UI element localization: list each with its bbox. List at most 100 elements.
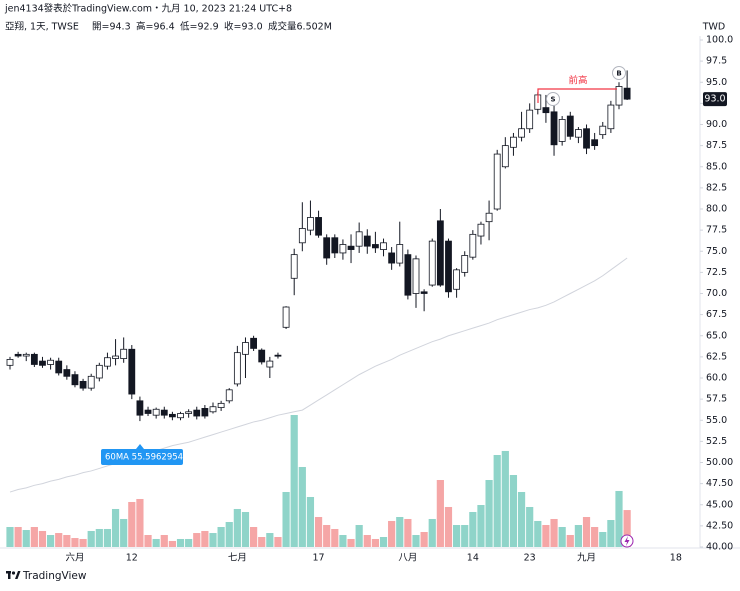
candle-body — [445, 240, 452, 293]
candle-body — [6, 359, 14, 366]
volume-bar — [501, 450, 509, 547]
volume-bar — [152, 538, 160, 547]
candle-body — [71, 374, 79, 386]
volume-bar — [241, 511, 250, 547]
candle-body — [112, 355, 119, 359]
candle-body — [591, 139, 599, 147]
candle-body — [485, 212, 493, 223]
candle-body — [242, 342, 249, 355]
candle-body — [453, 269, 461, 290]
y-tick-label: 75.0 — [706, 246, 727, 257]
prev-high-line — [537, 88, 617, 104]
candle-body — [104, 357, 111, 367]
candle-body — [95, 364, 103, 379]
candle-body — [217, 402, 225, 408]
y-tick-label: 90.0 — [706, 119, 727, 130]
ma-label: 60MA 55.59629543 — [105, 453, 188, 463]
ohlcv-value: 成交量6.502M — [268, 21, 332, 33]
signal-marker — [546, 92, 560, 106]
volume-bar — [469, 511, 477, 547]
candle-body — [55, 360, 63, 374]
volume-bar — [282, 491, 290, 547]
x-tick-label: 八月 — [398, 553, 417, 564]
y-tick-label: 50.00 — [706, 457, 733, 468]
volume-bar — [591, 526, 599, 547]
volume-bar — [225, 521, 233, 547]
candle-body — [209, 406, 217, 413]
volume-bar — [453, 525, 461, 547]
volume-bar — [95, 528, 103, 547]
volume-bar — [298, 466, 306, 547]
volume-bar — [30, 526, 38, 547]
ma-label-box — [101, 449, 183, 465]
candle-body — [510, 136, 517, 148]
prev-high-label: 前高 — [568, 75, 587, 87]
volume-bar — [306, 496, 315, 547]
volume-bar — [185, 538, 193, 547]
candle-body — [39, 360, 46, 366]
candle-body — [298, 228, 306, 244]
candle-body — [371, 244, 379, 249]
y-tick-label: 52.5 — [706, 436, 727, 447]
volume-bar — [274, 536, 282, 547]
candle-body — [420, 291, 428, 294]
candle-body — [623, 87, 631, 100]
candle-body — [380, 242, 387, 250]
volume-bar — [388, 520, 396, 547]
volume-bar — [79, 538, 87, 547]
candle-body — [120, 348, 128, 359]
candle-body — [87, 375, 95, 389]
volume-bar — [420, 531, 428, 547]
volume-bar — [22, 530, 30, 547]
y-tick-label: 42.50 — [706, 520, 733, 531]
volume-bar — [534, 520, 542, 547]
volume-bar — [566, 535, 574, 547]
volume-bar — [517, 491, 526, 547]
candle-body — [566, 115, 574, 137]
candle-body — [469, 233, 477, 258]
y-tick-label: 45.00 — [706, 499, 733, 510]
candle-body — [168, 413, 176, 418]
candle-body — [428, 240, 436, 286]
candle-body — [160, 409, 168, 416]
candle-body — [128, 348, 136, 395]
y-tick-label: 65.0 — [706, 330, 727, 341]
last-price-label: 93.0 — [704, 94, 725, 105]
candle-body — [136, 400, 144, 416]
volume-bar — [436, 480, 444, 547]
volume-bar — [355, 525, 363, 547]
volume-bar — [428, 518, 436, 547]
candle-body — [388, 252, 396, 264]
publish-info: jen4134發表於TradingView.com・九月 10, 2023 21… — [4, 3, 292, 15]
x-tick-label: 14 — [467, 553, 479, 564]
volume-bar — [509, 475, 518, 547]
candle-body — [599, 125, 607, 136]
volume-bar — [363, 535, 371, 547]
candle-body — [258, 349, 266, 363]
volume-bar — [136, 498, 144, 547]
y-tick-label: 67.5 — [706, 309, 727, 320]
signal-marker — [612, 66, 626, 80]
brand-name: TradingView — [22, 570, 87, 582]
volume-bar — [347, 538, 355, 547]
candle-body — [518, 128, 525, 138]
volume-bar — [582, 516, 591, 547]
volume-bar — [290, 415, 298, 547]
candle-body — [542, 107, 550, 114]
volume-bar — [55, 533, 63, 547]
candle-body — [461, 255, 469, 273]
volume-bar — [266, 533, 274, 547]
candle-body — [274, 354, 282, 357]
candle-body — [526, 109, 534, 130]
volume-bar — [477, 505, 485, 547]
candle-body — [30, 353, 38, 365]
candle-body — [331, 237, 339, 254]
volume-bar — [250, 526, 258, 547]
candle-body — [152, 408, 160, 416]
candle-body — [477, 223, 485, 237]
alert-bolt — [624, 536, 630, 546]
y-tick-label: 72.5 — [706, 267, 727, 278]
x-tick-label: 23 — [524, 553, 536, 564]
signal-label: B — [616, 70, 621, 78]
y-tick-label: 85.0 — [706, 161, 727, 172]
